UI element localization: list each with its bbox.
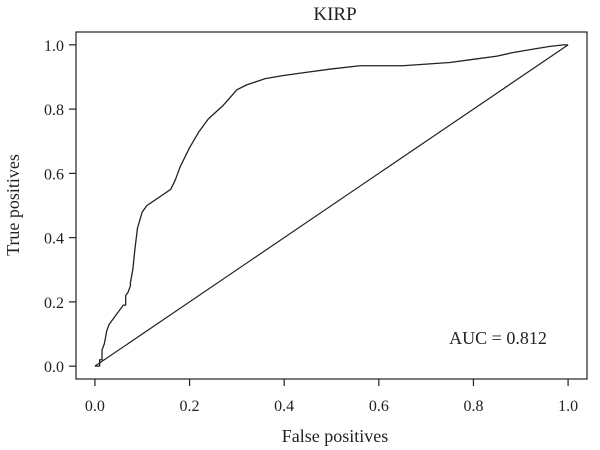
x-tick-label: 0.2 <box>180 398 200 415</box>
y-axis: 0.0 0.2 0.4 0.6 0.8 1.0 <box>44 38 76 376</box>
y-tick-label: 0.2 <box>44 295 64 312</box>
y-tick-label: 0.4 <box>44 231 64 248</box>
y-tick-label: 1.0 <box>44 38 64 55</box>
y-tick-label: 0.8 <box>44 102 64 119</box>
diagonal-reference-line <box>94 44 569 367</box>
plot-frame <box>75 31 588 380</box>
x-tick-label: 0.8 <box>463 398 483 415</box>
y-axis-label: True positives <box>3 154 23 256</box>
x-tick-label: 1.0 <box>558 398 578 415</box>
x-tick-label: 0.0 <box>85 398 105 415</box>
roc-curve <box>94 44 569 367</box>
x-axis-label: False positives <box>282 426 389 446</box>
chart-title: KIRP <box>313 4 356 25</box>
x-axis: 0.0 0.2 0.4 0.6 0.8 1.0 <box>85 379 578 415</box>
x-tick-label: 0.6 <box>369 398 389 415</box>
y-tick-label: 0.0 <box>44 359 64 376</box>
x-tick-label: 0.4 <box>274 398 294 415</box>
y-tick-label: 0.6 <box>44 166 64 183</box>
auc-annotation: AUC = 0.812 <box>449 328 547 348</box>
